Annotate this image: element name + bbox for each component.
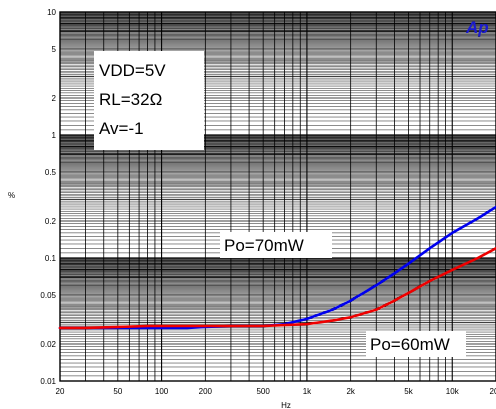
series-line-1 bbox=[58, 246, 496, 330]
brand-logo: Ap bbox=[465, 18, 489, 37]
y-tick-label: 10 bbox=[47, 8, 56, 17]
y-tick-label: 2 bbox=[52, 94, 57, 103]
x-tick-label: 2k bbox=[346, 387, 355, 396]
y-tick-labels: 0.01 0.02 0.05 0.1 0.2 0.5 1 2 5 10 bbox=[40, 8, 56, 386]
y-tick-label: 5 bbox=[52, 45, 57, 54]
x-tick-label: 50 bbox=[113, 387, 122, 396]
series-group bbox=[58, 205, 496, 330]
series-line-0 bbox=[58, 205, 496, 330]
x-tick-labels: 20 50 100 200 500 1k 2k 5k 10k 20k bbox=[56, 387, 496, 396]
y-tick-label: 0.5 bbox=[45, 168, 57, 177]
series-label-60mw: Po=60mW bbox=[370, 335, 450, 354]
conditions-box bbox=[94, 51, 204, 150]
x-tick-label: 20k bbox=[490, 387, 496, 396]
y-tick-label: 0.02 bbox=[40, 340, 56, 349]
condition-rl: RL=32Ω bbox=[99, 90, 162, 109]
x-tick-label: 5k bbox=[404, 387, 413, 396]
y-axis-label: % bbox=[8, 191, 15, 200]
y-tick-label: 0.05 bbox=[40, 291, 56, 300]
x-tick-label: 500 bbox=[256, 387, 270, 396]
y-tick-label: 1 bbox=[52, 131, 57, 140]
y-tick-label: 0.2 bbox=[45, 217, 57, 226]
x-tick-label: 100 bbox=[155, 387, 169, 396]
condition-av: Av=-1 bbox=[99, 119, 144, 138]
x-tick-label: 200 bbox=[199, 387, 213, 396]
plot-frame bbox=[59, 11, 496, 382]
x-tick-label: 10k bbox=[446, 387, 460, 396]
y-tick-label: 0.1 bbox=[45, 254, 57, 263]
x-axis-label: Hz bbox=[281, 401, 291, 409]
x-tick-label: 20 bbox=[56, 387, 65, 396]
series-label-box-70mw bbox=[220, 232, 332, 258]
series-label-box-60mw bbox=[366, 331, 466, 357]
y-tick-label: 0.01 bbox=[40, 377, 56, 386]
x-tick-label: 1k bbox=[303, 387, 312, 396]
grid bbox=[59, 12, 496, 381]
series-label-70mw: Po=70mW bbox=[224, 236, 304, 255]
condition-vdd: VDD=5V bbox=[99, 61, 166, 80]
